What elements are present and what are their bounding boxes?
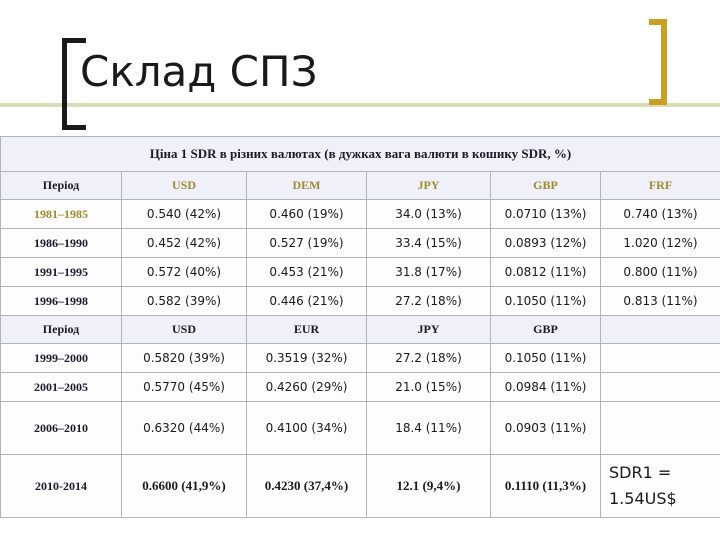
header-empty-cell (600, 315, 720, 344)
value-cell: 0.0710 (13%) (490, 199, 601, 229)
title-divider-line (0, 103, 720, 107)
period-cell: 1986–1990 (0, 228, 122, 258)
value-cell: 34.0 (13%) (366, 199, 491, 229)
table-row: 2006–2010 0.6320 (44%) 0.4100 (34%) 18.4… (0, 401, 720, 455)
value-cell: 0.527 (19%) (246, 228, 367, 258)
table-row: 1991–1995 0.572 (40%) 0.453 (21%) 31.8 (… (0, 257, 720, 287)
header-jpy: JPY (366, 315, 491, 344)
header-usd: USD (121, 171, 247, 200)
value-cell: 0.453 (21%) (246, 257, 367, 287)
header-usd: USD (121, 315, 247, 344)
header-row-1: Період USD DEM JPY GBP FRF (0, 171, 720, 200)
period-cell: 2001–2005 (0, 372, 122, 402)
period-cell: 1981–1985 (0, 199, 122, 229)
value-cell: 33.4 (15%) (366, 228, 491, 258)
value-cell: 27.2 (18%) (366, 343, 491, 373)
empty-cell (600, 343, 720, 373)
table-row: 1981–1985 0.540 (42%) 0.460 (19%) 34.0 (… (0, 199, 720, 229)
table-row: 2001–2005 0.5770 (45%) 0.4260 (29%) 21.0… (0, 372, 720, 402)
header-eur: EUR (246, 315, 367, 344)
header-gbp: GBP (490, 315, 601, 344)
right-bracket-top (649, 19, 667, 25)
period-cell: 1996–1998 (0, 286, 122, 316)
value-cell: 0.4260 (29%) (246, 372, 367, 402)
value-cell: 0.5820 (39%) (121, 343, 247, 373)
sdr-usd-rate-note: SDR1 = 1.54US$ (600, 454, 720, 518)
value-cell: 21.0 (15%) (366, 372, 491, 402)
empty-cell (600, 401, 720, 455)
slide-title: Склад СПЗ (80, 47, 318, 96)
header-period: Період (0, 315, 122, 344)
value-cell: 0.6600 (41,9%) (121, 454, 247, 518)
empty-cell (600, 372, 720, 402)
value-cell: 0.0903 (11%) (490, 401, 601, 455)
table-row: 1986–1990 0.452 (42%) 0.527 (19%) 33.4 (… (0, 228, 720, 258)
right-bracket-bottom (649, 99, 667, 105)
value-cell: 0.4230 (37,4%) (246, 454, 367, 518)
value-cell: 0.1050 (11%) (490, 343, 601, 373)
value-cell: 0.460 (19%) (246, 199, 367, 229)
value-cell: 0.800 (11%) (600, 257, 720, 287)
period-cell: 1999–2000 (0, 343, 122, 373)
value-cell: 0.3519 (32%) (246, 343, 367, 373)
value-cell: 18.4 (11%) (366, 401, 491, 455)
value-cell: 0.4100 (34%) (246, 401, 367, 455)
left-bracket-icon (62, 38, 67, 130)
period-cell: 2006–2010 (0, 401, 122, 455)
header-jpy: JPY (366, 171, 491, 200)
left-bracket-top (62, 38, 86, 43)
value-cell: 0.0812 (11%) (490, 257, 601, 287)
value-cell: 0.1110 (11,3%) (490, 454, 601, 518)
value-cell: 1.020 (12%) (600, 228, 720, 258)
sdr-note-line-1: SDR1 = (609, 463, 672, 482)
left-bracket-bottom (62, 125, 86, 130)
value-cell: 0.1050 (11%) (490, 286, 601, 316)
value-cell: 0.540 (42%) (121, 199, 247, 229)
value-cell: 0.582 (39%) (121, 286, 247, 316)
header-dem: DEM (246, 171, 367, 200)
value-cell: 0.740 (13%) (600, 199, 720, 229)
value-cell: 12.1 (9,4%) (366, 454, 491, 518)
table-row: 1996–1998 0.582 (39%) 0.446 (21%) 27.2 (… (0, 286, 720, 316)
header-gbp: GBP (490, 171, 601, 200)
right-bracket-icon (661, 19, 667, 105)
table-caption-row: Ціна 1 SDR в різних валютах (в дужках ва… (0, 136, 720, 172)
value-cell: 0.6320 (44%) (121, 401, 247, 455)
value-cell: 0.452 (42%) (121, 228, 247, 258)
header-period: Період (0, 171, 122, 200)
sdr-composition-table: Ціна 1 SDR в різних валютах (в дужках ва… (0, 136, 720, 518)
value-cell: 31.8 (17%) (366, 257, 491, 287)
table-caption: Ціна 1 SDR в різних валютах (в дужках ва… (0, 136, 720, 172)
header-row-2: Період USD EUR JPY GBP (0, 315, 720, 344)
sdr-note-line-2: 1.54US$ (609, 489, 677, 508)
table-row: 1999–2000 0.5820 (39%) 0.3519 (32%) 27.2… (0, 343, 720, 373)
period-cell: 2010-2014 (0, 454, 122, 518)
value-cell: 0.572 (40%) (121, 257, 247, 287)
value-cell: 0.0893 (12%) (490, 228, 601, 258)
value-cell: 0.446 (21%) (246, 286, 367, 316)
header-frf: FRF (600, 171, 720, 200)
value-cell: 0.0984 (11%) (490, 372, 601, 402)
period-cell: 1991–1995 (0, 257, 122, 287)
table-row: 2010-2014 0.6600 (41,9%) 0.4230 (37,4%) … (0, 454, 720, 518)
value-cell: 0.5770 (45%) (121, 372, 247, 402)
value-cell: 0.813 (11%) (600, 286, 720, 316)
value-cell: 27.2 (18%) (366, 286, 491, 316)
